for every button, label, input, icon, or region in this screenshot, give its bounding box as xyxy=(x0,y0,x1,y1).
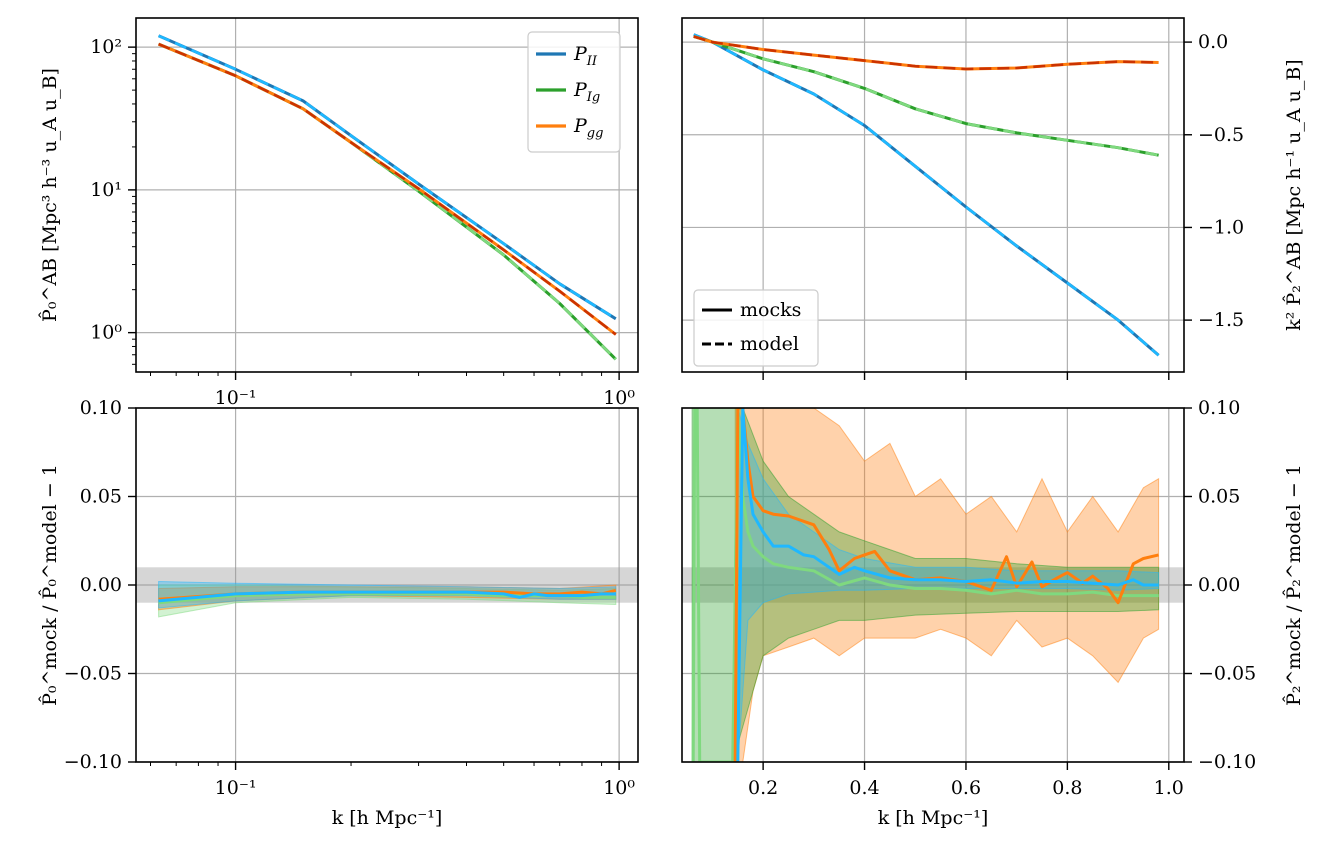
x-tick-label: 10⁰ xyxy=(603,777,635,799)
legend-entry-subscript: gg xyxy=(587,126,604,141)
y-axis-label: P̂₀^AB [Mpc³ h⁻³ u_A u_B] xyxy=(39,68,61,322)
y-tick-label: 0.05 xyxy=(1198,486,1240,508)
y-axis-label: P̂₂^mock / P̂₂^model − 1 xyxy=(1283,464,1305,706)
y-tick-label: −0.05 xyxy=(64,663,122,685)
monopole-ratio-plot-area xyxy=(136,567,638,618)
error-band xyxy=(734,408,1160,762)
series-line xyxy=(158,590,616,603)
series-line xyxy=(736,408,1159,762)
y-tick-label: 10² xyxy=(90,36,122,58)
monopole-ratio-panel: 10⁻¹ 10⁰ 0.10 0.05 0.00 −0.05 −0.10 k [h Mpc⁻¹]… xyxy=(39,397,639,829)
quadrupole-plot-area xyxy=(693,33,1160,357)
series-legend-box xyxy=(527,31,621,153)
legend-entry-subscript: II xyxy=(586,54,598,69)
quadrupole-ratio-grid xyxy=(682,407,1184,763)
quadrupole-ratio-panel: 0.2 0.4 0.6 0.8 1.0 0.10 0.05 0.00 −0.05 −0.10 k [… xyxy=(681,397,1305,829)
axes-frame xyxy=(135,17,639,373)
x-tick-label: 10⁰ xyxy=(603,387,635,409)
y-tick-label: 10¹ xyxy=(90,179,122,201)
x-axis-label: k [h Mpc⁻¹] xyxy=(878,807,989,829)
series-line xyxy=(693,35,1159,71)
series-line xyxy=(691,408,1159,762)
x-tick-label: 10⁻¹ xyxy=(215,777,257,799)
x-tick-label: 1.0 xyxy=(1154,777,1184,799)
monopole-panel: 10⁻¹ 10⁰ 10⁰ 10¹ 10² P̂₀^AB [Mpc³ h⁻³ u_A u_B… xyxy=(39,17,639,409)
y-axis-label: P̂₀^mock / P̂₀^model − 1 xyxy=(39,464,61,706)
y-tick-label: −0.5 xyxy=(1198,124,1244,146)
y-tick-label: −1.0 xyxy=(1198,216,1244,238)
y-tick-label: 0.00 xyxy=(1198,574,1240,596)
x-axis-label: k [h Mpc⁻¹] xyxy=(332,807,443,829)
y-tick-label: −0.05 xyxy=(1198,663,1256,685)
x-tick-label: 0.6 xyxy=(951,777,981,799)
y-tick-label: 0.00 xyxy=(80,574,122,596)
y-tick-label: 0.05 xyxy=(80,486,122,508)
legend-entry: mocks xyxy=(740,299,801,321)
x-tick-label: 0.8 xyxy=(1052,777,1082,799)
y-tick-label: 0.0 xyxy=(1198,31,1228,53)
series-line xyxy=(158,592,616,605)
quadrupole-panel: 0.0 −0.5 −1.0 −1.5 k² P̂₂^AB [Mpc h⁻¹ u_A u_… xyxy=(681,17,1305,380)
series-line xyxy=(693,35,1159,157)
y-tick-label: 0.10 xyxy=(80,397,122,419)
x-tick-label: 0.2 xyxy=(748,777,778,799)
y-tick-label: −1.5 xyxy=(1198,309,1244,331)
quadrupole-ratio-plot-area xyxy=(682,408,1184,762)
x-tick-label: 0.4 xyxy=(849,777,879,799)
y-tick-label: −0.10 xyxy=(64,751,122,773)
legend-entry: model xyxy=(740,333,799,355)
axes-frame xyxy=(681,17,1185,373)
monopole-plot-area xyxy=(158,34,617,361)
x-tick-label: 10⁻¹ xyxy=(215,387,257,409)
y-tick-label: 0.10 xyxy=(1198,397,1240,419)
y-axis-label: k² P̂₂^AB [Mpc h⁻¹ u_A u_B] xyxy=(1283,59,1305,330)
y-tick-label: −0.10 xyxy=(1198,751,1256,773)
series-line xyxy=(158,34,617,320)
series-line xyxy=(158,42,617,336)
error-band xyxy=(691,408,1160,762)
legend-entry-subscript: Ig xyxy=(586,90,600,105)
y-tick-label: 10⁰ xyxy=(90,322,122,344)
series-line xyxy=(693,33,1160,357)
